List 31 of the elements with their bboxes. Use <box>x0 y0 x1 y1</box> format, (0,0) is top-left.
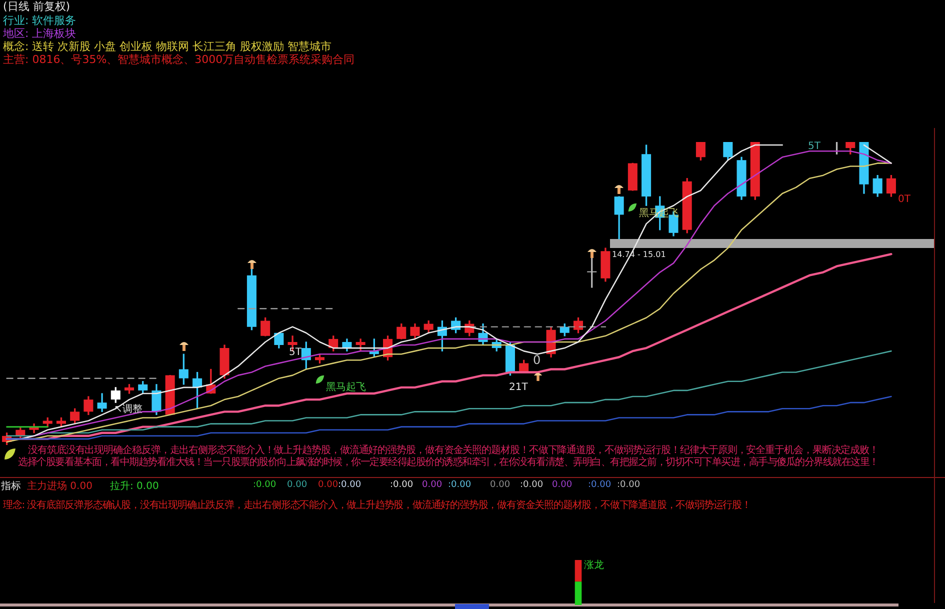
annotation: 5T <box>289 347 302 358</box>
annotation: 没有筑底没有出现明确企稳反弹，走出右侧形态不能介入！做上升趋势股，做流通好的强势股，做有资金关照的题材股！不做下降通道股，不做弱势运行股！纪律大于原则，安全重于机会，果断决定成败！ <box>28 445 879 456</box>
annotation: 0 <box>533 353 541 368</box>
text: :0.00 <box>617 480 640 491</box>
text: :0.00 <box>448 480 472 491</box>
text: :0.00 <box>390 480 414 491</box>
text: :0.00 <box>253 480 276 491</box>
text: :0.00 <box>588 480 612 491</box>
annotation: 5T <box>808 141 820 152</box>
chart-title: (日线 前复权) <box>3 0 70 14</box>
text: 行业: 软件服务 <box>3 14 76 28</box>
annotation: 黑马起飞 <box>326 382 366 393</box>
text: 0.00 <box>422 480 442 491</box>
text: 地区: 上海板块 <box>3 27 76 40</box>
annotation: 涨龙 <box>584 560 604 571</box>
text: 拉升: 0.00 <box>110 481 159 492</box>
annotation: 21T <box>509 382 528 393</box>
text: 0.00 <box>318 480 338 491</box>
text: 0.00 <box>552 480 572 491</box>
annotation: 0T <box>898 194 910 205</box>
text: 主力进场 0.00 <box>27 481 92 492</box>
text: :0.00 <box>338 480 362 491</box>
chart-title: 指标 <box>1 481 21 492</box>
text: 0.00 <box>490 480 510 491</box>
annotation: ↖调整 <box>114 404 142 415</box>
text: :0.00 <box>520 480 544 491</box>
text: 概念: 送转 次新股 小盘 创业板 物联网 长江三角 股权激励 智慧城市 <box>3 40 332 54</box>
text: 选择个股要看基本面，看中期趋势看准大钱！当一只股票的股价向上飙涨的时候，你一定要经得起股价的诱惑和牵引，在你没有看清楚、弄明白、有把握之前，切切不可下单买进，高手与傻瓜的分界线就在这里！ <box>18 457 878 468</box>
text: 理念: 没有底部反弹形态确认股，没有出现明确止跌反弹，走出右侧形态不能介入，做上升趋势股，做流通好的强势股，做有资金关照的题材股，不做下降通道股，不做弱势运行股！ <box>3 500 751 511</box>
text: 0.00 <box>287 480 308 491</box>
text: 主营: 0816、号35%、智慧城市概念、3000万自动售检票系统采购合同 <box>3 53 355 66</box>
